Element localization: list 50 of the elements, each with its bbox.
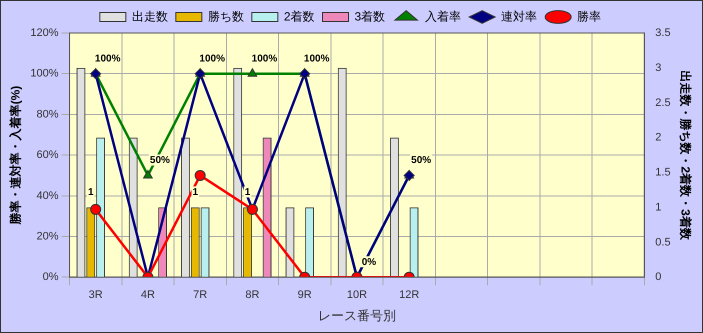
data-label: 1: [88, 187, 94, 198]
y2-tick-label: 3: [655, 62, 662, 74]
y2-tick-label: 1.5: [655, 166, 671, 179]
x-tick-label: 9R: [298, 288, 312, 301]
y-tick-label: 120%: [30, 27, 59, 40]
y-axis-title: 勝率・連対率・入着率(%): [8, 86, 23, 226]
legend-label: 勝ち数: [208, 9, 244, 24]
point: [90, 68, 102, 80]
data-label: 0%: [362, 256, 376, 268]
point: [248, 68, 258, 77]
x-tick-label: 10R: [346, 288, 368, 301]
data-label: 100%: [94, 53, 121, 64]
x-axis-title: レース番号別: [318, 308, 396, 323]
y-tick-label: 60%: [36, 149, 59, 162]
y-tick-label: 20%: [36, 230, 59, 243]
y2-tick-label: 1: [655, 201, 662, 214]
legend-label: 出走数: [132, 9, 168, 24]
legend-label: 連対率: [501, 9, 538, 24]
legend-label: 2着数: [284, 9, 315, 24]
point: [194, 68, 206, 80]
y2-tick-label: 2: [655, 132, 662, 144]
y2-tick-label: 0: [655, 271, 662, 284]
x-tick-label: 12R: [399, 288, 420, 301]
y-tick-label: 100%: [30, 68, 59, 80]
point: [90, 204, 102, 215]
point: [194, 170, 206, 181]
point: [404, 170, 415, 181]
x-tick-label: 7R: [193, 288, 208, 301]
data-label: 100%: [304, 53, 330, 64]
data-label: 50%: [411, 155, 432, 166]
y-tick-label: 0%: [42, 271, 59, 284]
data-label: 100%: [199, 53, 226, 64]
x-tick-label: 4R: [140, 288, 155, 301]
legend-label: 入着率: [425, 9, 462, 24]
data-label: 1: [244, 187, 251, 198]
y-tick-label: 80%: [36, 108, 59, 120]
y2-tick-label: 0.5: [655, 236, 671, 248]
legend-label: 勝率: [577, 9, 602, 24]
y2-tick-label: 3.5: [655, 27, 671, 40]
y-tick-label: 40%: [36, 190, 59, 202]
legend-label: 3着数: [354, 9, 386, 24]
data-label: 50%: [150, 155, 170, 166]
data-label: 100%: [252, 53, 278, 64]
point: [299, 68, 310, 80]
y2-tick-label: 2.5: [655, 96, 671, 109]
y2-axis-title: 出走数・勝ち数・2着数・3着数: [678, 70, 692, 241]
data-label: 1: [192, 187, 198, 198]
x-tick-label: 8R: [245, 288, 260, 301]
x-tick-label: 3R: [88, 288, 103, 301]
point: [143, 170, 153, 178]
